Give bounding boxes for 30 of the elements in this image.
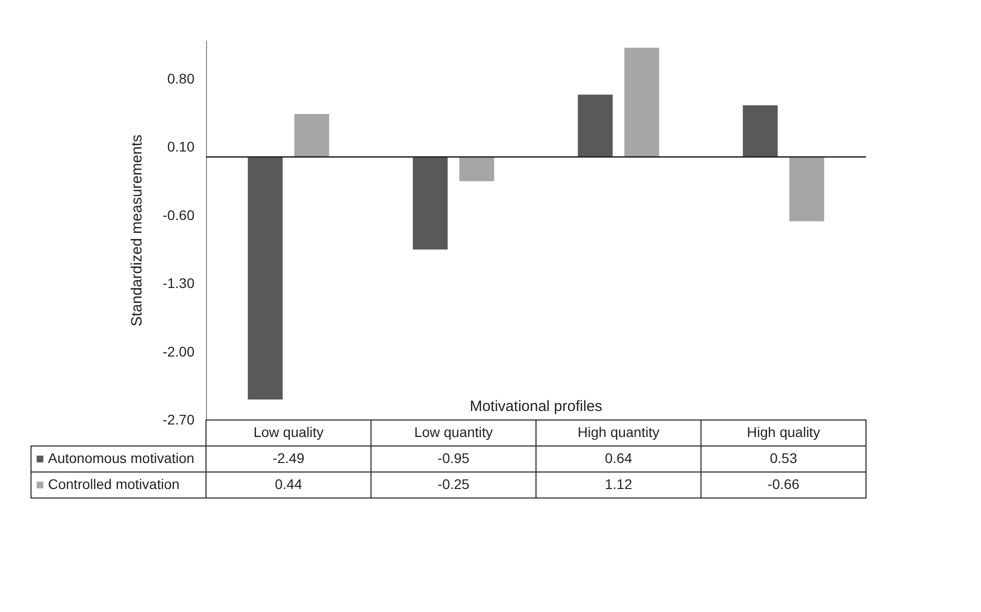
data-label: -0.66 (768, 476, 800, 492)
y-tick-label: -0.60 (162, 206, 195, 223)
y-tick-label: -2.00 (162, 343, 195, 360)
x-tick-label: Low quality (253, 424, 324, 440)
legend-label: Autonomous motivation (48, 450, 194, 466)
y-axis-title: Standardized measurements (128, 134, 146, 326)
data-label: -2.49 (272, 450, 305, 466)
bar (578, 94, 613, 157)
y-tick-label: 0.10 (167, 138, 195, 155)
data-label: 0.44 (274, 476, 302, 492)
bar (412, 156, 448, 250)
data-label: 1.12 (604, 476, 632, 492)
bar (624, 48, 660, 157)
bar (459, 156, 494, 182)
bar (789, 156, 824, 222)
x-tick-label: Low quantity (414, 424, 493, 440)
x-axis-title: Motivational profiles (470, 398, 602, 415)
legend-label: Controlled motivation (48, 476, 180, 492)
x-tick-label: High quantity (578, 424, 660, 440)
y-tick-label: -2.70 (162, 412, 195, 428)
data-label: 0.53 (770, 450, 798, 466)
bar (742, 105, 778, 157)
data-label: -0.25 (438, 476, 470, 492)
y-tick-label: -1.30 (162, 275, 195, 292)
x-tick-label: High quality (746, 424, 820, 440)
data-label: 0.64 (604, 450, 632, 466)
y-tick-label: 0.80 (167, 70, 195, 86)
bar (248, 156, 283, 400)
bar (294, 114, 330, 157)
data-label: -0.95 (438, 450, 470, 466)
